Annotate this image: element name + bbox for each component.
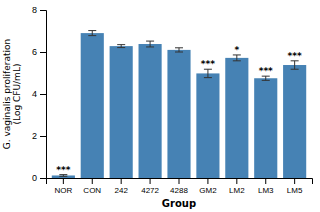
error-bar [262, 76, 270, 80]
plot: *************NORCON24242724288GM2LM2LM3L… [32, 5, 313, 194]
tick-label: 0 [32, 173, 37, 183]
error-bar [204, 69, 212, 77]
significance-labels: ************* [56, 45, 302, 175]
error-bar [175, 48, 183, 52]
tick-label: NOR [54, 186, 72, 195]
bar [110, 46, 133, 178]
tick-label: 4288 [170, 186, 188, 195]
error-bar [291, 61, 299, 69]
tick-label: GM2 [199, 186, 217, 195]
bar [225, 58, 248, 178]
significance-label: *** [259, 66, 273, 76]
tick-label: LM2 [229, 186, 245, 195]
tick-mark [40, 136, 46, 137]
y-axis-title-line: (Log CFU/mL) [12, 64, 22, 125]
chart: *************NORCON24242724288GM2LM2LM3L… [0, 0, 320, 212]
bar [167, 50, 190, 178]
tick: GM2 [199, 178, 217, 195]
tick-mark [179, 178, 180, 184]
bar [139, 44, 162, 178]
tick: 0 [32, 173, 46, 183]
tick-mark [40, 10, 46, 11]
y-axis-title-line: G. vaginalis proliferation [2, 39, 12, 149]
tick: 242 [114, 178, 128, 195]
tick: 6 [32, 47, 46, 57]
error-bar [233, 55, 241, 61]
tick: 4272 [141, 178, 159, 195]
x-axis: NOR CON 242 4272 4288 GM2 LM2 LM3 LM5 [47, 178, 313, 195]
bar [254, 78, 277, 178]
tick-mark [40, 178, 46, 179]
significance-label: *** [201, 59, 215, 69]
significance-label: * [234, 45, 239, 55]
tick-label: 2 [32, 131, 37, 141]
tick-label: 4272 [141, 186, 159, 195]
tick-mark [207, 178, 208, 184]
tick-label: 8 [32, 5, 37, 15]
tick: 8 [32, 5, 46, 15]
bars [52, 31, 306, 178]
tick-mark [40, 94, 46, 95]
tick: 2 [32, 131, 46, 141]
tick: LM2 [229, 178, 245, 195]
tick-mark [294, 178, 295, 184]
tick-label: LM3 [258, 186, 274, 195]
tick-label: LM5 [287, 186, 303, 195]
x-axis-title: Group [162, 198, 196, 209]
tick-mark [121, 178, 122, 184]
error-bar [117, 45, 125, 48]
tick-mark [265, 178, 266, 184]
bar [52, 175, 75, 178]
bar [283, 65, 306, 178]
tick: NOR [54, 178, 72, 195]
tick: CON [83, 178, 101, 195]
tick: LM3 [258, 178, 274, 195]
tick-mark [40, 52, 46, 53]
tick-label: 6 [32, 47, 37, 57]
axis-line [47, 179, 313, 185]
y-axis-title: G. vaginalis proliferation(Log CFU/mL) [2, 39, 22, 149]
significance-label: *** [288, 51, 302, 61]
axis-line [40, 11, 47, 179]
tick: LM5 [287, 178, 303, 195]
error-bar [88, 31, 96, 36]
tick-label: 4 [32, 89, 37, 99]
tick-label: CON [83, 186, 101, 195]
tick-mark [150, 178, 151, 184]
bar [196, 73, 219, 178]
tick-label: 242 [114, 186, 128, 195]
tick-mark [236, 178, 237, 184]
tick: 4288 [170, 178, 188, 195]
error-bar [59, 175, 67, 177]
tick: 4 [32, 89, 46, 99]
significance-label: *** [56, 165, 70, 175]
error-bar [146, 41, 154, 47]
tick-mark [92, 178, 93, 184]
y-axis: 0 2 4 6 8 [32, 5, 47, 183]
bar [81, 33, 104, 178]
tick-mark [63, 178, 64, 184]
